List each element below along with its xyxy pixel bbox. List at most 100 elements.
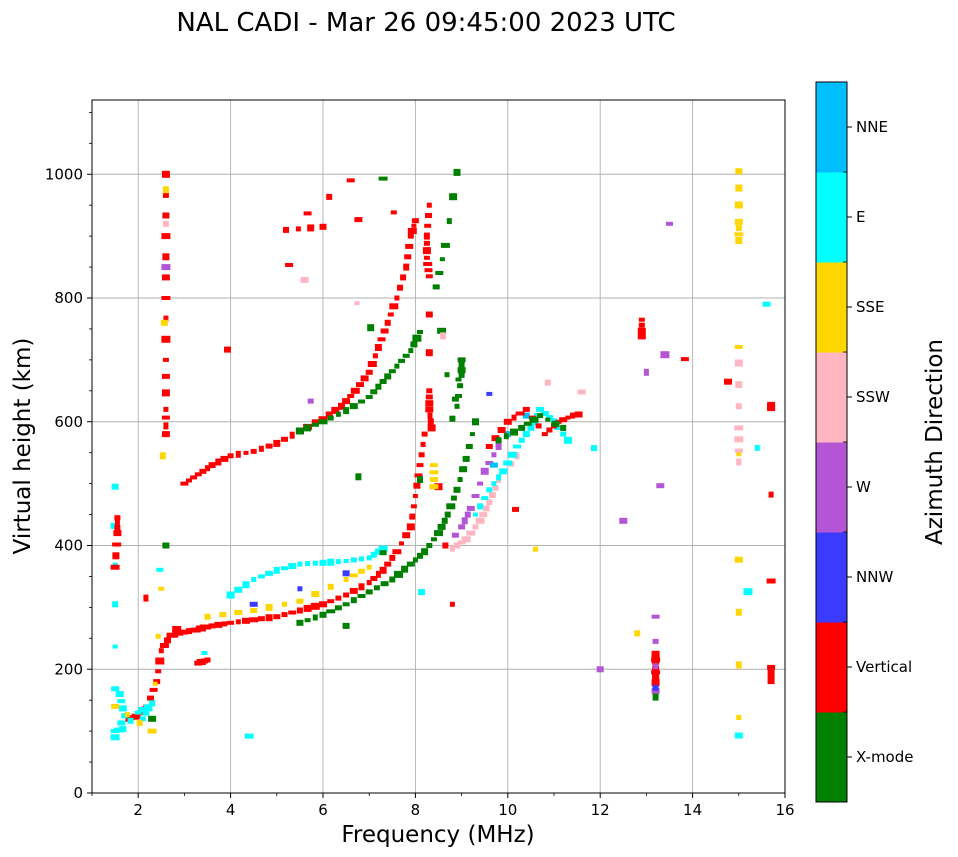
echo-point: [370, 576, 378, 581]
echo-point: [110, 564, 120, 570]
echo-point: [208, 462, 216, 469]
echo-point: [265, 603, 273, 611]
echo-point: [224, 346, 231, 353]
echo-point: [346, 178, 355, 183]
echo-point: [434, 530, 443, 537]
echo-point: [522, 406, 530, 412]
echo-point: [563, 436, 572, 444]
echo-point: [638, 322, 645, 328]
echo-point: [402, 532, 411, 539]
echo-point: [735, 168, 743, 175]
echo-point: [429, 484, 439, 490]
echo-point: [482, 505, 490, 512]
echo-point: [319, 611, 327, 618]
echo-point: [457, 383, 464, 389]
y-tick-label: 400: [54, 537, 83, 555]
echo-point: [161, 431, 170, 438]
echo-point: [390, 210, 397, 215]
echo-point: [379, 379, 387, 384]
echo-point: [249, 617, 259, 623]
colorbar-segment: [816, 712, 847, 803]
echo-point: [449, 545, 455, 552]
echo-point: [162, 253, 170, 261]
echo-point: [158, 586, 165, 591]
echo-point: [283, 226, 289, 233]
echo-point: [420, 441, 426, 447]
echo-point: [734, 359, 743, 367]
echo-point: [427, 424, 436, 432]
echo-point: [335, 411, 341, 417]
echo-point: [551, 420, 560, 427]
echo-point: [234, 586, 243, 593]
echo-point: [257, 574, 265, 579]
echo-point: [734, 732, 743, 739]
echo-point: [365, 589, 373, 595]
echo-point: [143, 594, 149, 602]
echo-point: [451, 532, 459, 538]
echo-point: [307, 398, 314, 404]
colorbar-tick-label: NNE: [856, 118, 888, 136]
colorbar-tick-label: X-mode: [856, 748, 913, 766]
echo-point: [479, 512, 488, 518]
x-tick-label: 10: [498, 801, 517, 819]
echo-point: [359, 556, 364, 562]
echo-point: [450, 495, 457, 501]
echo-point: [743, 588, 753, 596]
echo-point: [417, 330, 423, 334]
echo-point: [423, 255, 430, 260]
echo-point: [407, 228, 417, 234]
echo-point: [496, 474, 502, 481]
echo-point: [201, 651, 208, 655]
echo-point: [735, 381, 743, 389]
echo-point: [560, 424, 567, 431]
echo-point: [486, 499, 493, 506]
echo-point: [147, 695, 154, 701]
echo-point: [418, 452, 425, 458]
echo-point: [653, 681, 659, 688]
echo-point: [194, 660, 203, 666]
colorbar-tick-label: W: [856, 478, 871, 496]
echo-point: [491, 481, 497, 487]
echo-point: [497, 427, 506, 433]
echo-point: [134, 710, 142, 715]
echo-point: [523, 421, 532, 426]
echo-point: [380, 328, 389, 334]
echo-point: [457, 357, 466, 363]
echo-point: [492, 484, 499, 491]
colorbar-segment: [816, 622, 847, 713]
echo-point: [724, 378, 732, 385]
echo-point: [297, 586, 303, 592]
echo-point: [426, 388, 433, 394]
echo-point: [370, 551, 377, 558]
echo-point: [186, 478, 192, 483]
echo-point: [527, 424, 535, 431]
colorbar-segment: [816, 262, 847, 353]
echo-point: [394, 295, 400, 301]
echo-point: [161, 274, 170, 281]
echo-point: [515, 411, 525, 416]
colorbar-tick-label: NNW: [856, 568, 893, 586]
echo-point: [249, 601, 258, 607]
x-tick-label: 8: [411, 801, 421, 819]
echo-point: [477, 481, 484, 486]
echo-point: [379, 566, 387, 574]
echo-point: [535, 423, 542, 429]
echo-point: [296, 598, 304, 604]
echo-point: [342, 398, 351, 405]
echo-point: [735, 661, 742, 669]
echo-point: [138, 707, 148, 712]
echo-point: [303, 604, 312, 612]
echo-point: [652, 671, 660, 678]
plot-area: 2 4 6 8 10 12 14 16 0 200 400 600 800 1000: [45, 99, 795, 819]
echo-point: [426, 543, 433, 548]
echo-point: [434, 483, 443, 491]
echo-point: [366, 564, 372, 570]
echo-point: [469, 432, 475, 437]
echo-point: [162, 542, 170, 549]
echo-point: [155, 657, 165, 665]
echo-point: [112, 542, 122, 547]
echo-point: [304, 618, 311, 623]
echo-point: [522, 412, 530, 419]
echo-point: [114, 515, 121, 521]
echo-point: [310, 602, 320, 610]
